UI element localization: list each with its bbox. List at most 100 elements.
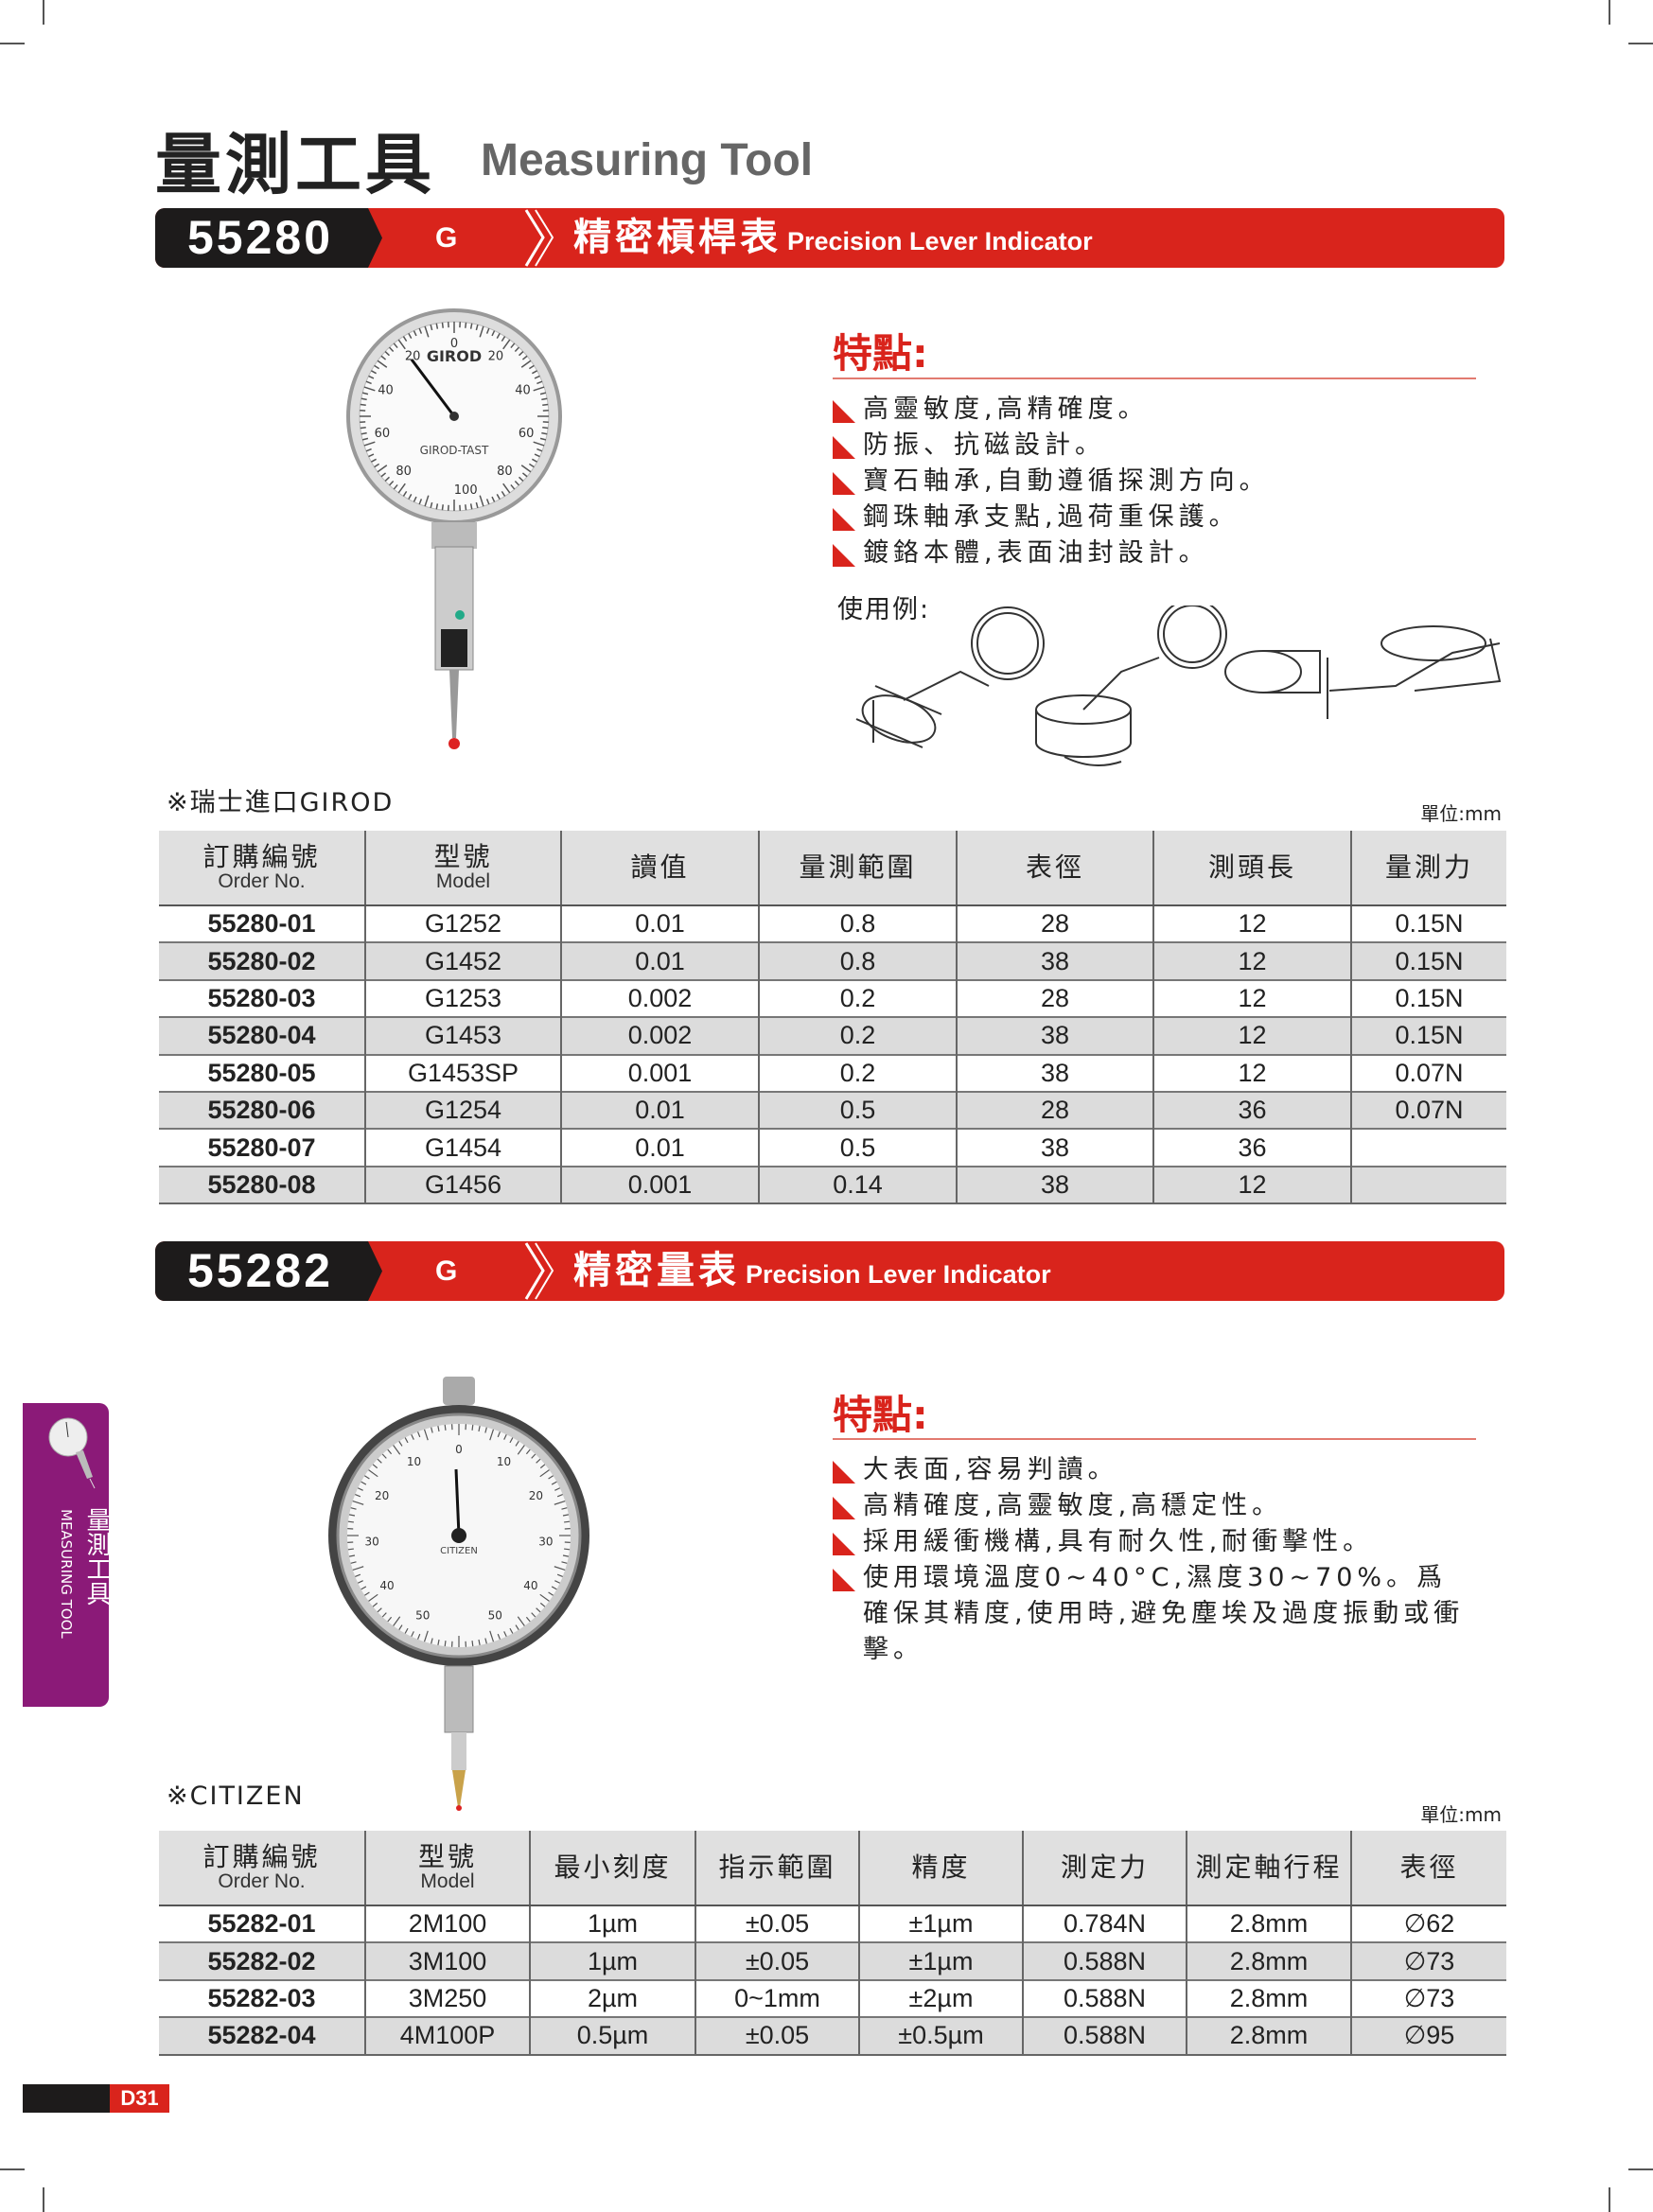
dial-tick: [551, 1586, 557, 1590]
dial-tick: [521, 472, 528, 478]
table-cell: G1452: [364, 941, 561, 980]
table-cell: 0.07N: [1350, 1053, 1506, 1092]
page-title-en: Measuring Tool: [481, 135, 814, 185]
column-header: 表徑: [1350, 1831, 1506, 1906]
feature-item: 大表面,容易判讀。: [833, 1452, 1476, 1488]
dial-tick: [374, 364, 380, 370]
dial-tick: [556, 1494, 563, 1498]
column-header-en: Model: [435, 869, 491, 892]
dial-tick: [539, 392, 547, 395]
dial-tick: [435, 503, 439, 510]
dial-tick: [408, 494, 413, 500]
dial-tick: [501, 490, 506, 497]
dial-tick: [534, 375, 540, 379]
table-cell: 38: [956, 941, 1153, 980]
dial-tick: [364, 1475, 370, 1480]
dial-tick: [532, 458, 537, 463]
dial-scale-label: 40: [378, 383, 394, 397]
dial-tick: [562, 1514, 570, 1517]
dial-tick: [431, 1638, 433, 1644]
crop-mark: [1609, 0, 1610, 25]
dial-tick: [561, 1507, 568, 1510]
specs-table-55282: 訂購編號 Order No. 型號 Model 最小刻度 指示範圍 精度 測定力 測定軸行程 表徑…: [159, 1831, 1506, 2056]
dial-tick: [423, 1429, 429, 1441]
dial-tick: [384, 476, 390, 483]
section-header-55280: 55280 G 精密槓桿表 Precision Lever Indicator: [155, 208, 1504, 268]
column-header: 型號 Model: [364, 1831, 530, 1906]
feature-item: 鋼珠軸承支點,過荷重保護。: [833, 500, 1270, 535]
column-header: 讀值: [560, 831, 759, 906]
dial-tick: [377, 1607, 382, 1613]
column-header-zh: 讀值: [630, 852, 690, 883]
column-header-zh: 指示範圍: [718, 1852, 836, 1883]
column-header-zh: 型號: [433, 842, 493, 872]
table-cell: 4M100P: [364, 2016, 530, 2056]
dial-tick: [536, 380, 543, 385]
features-title: 特點:: [833, 1392, 928, 1438]
column-header: 訂購編號 Order No.: [159, 1831, 365, 1906]
dial-brand: CITIZEN: [440, 1546, 478, 1556]
table-cell: 0.01: [560, 941, 759, 980]
dial-scale-label: 40: [515, 383, 531, 397]
table-cell: 0.5µm: [529, 2016, 695, 2056]
chevron-icon: [524, 1242, 554, 1300]
dial-scale-label: 30: [538, 1535, 553, 1548]
table-cell: ±0.05: [695, 1904, 859, 1943]
dial-tick: [502, 339, 511, 350]
table-cell: 1µm: [529, 1941, 695, 1980]
dial-tick: [489, 1429, 495, 1441]
table-cell: 55280-04: [159, 1016, 365, 1055]
dial-tick: [503, 1631, 507, 1638]
crop-mark: [43, 2187, 44, 2212]
dial-tick: [497, 1431, 501, 1438]
side-tab-measuring-tool[interactable]: 量測工具 MEASURING TOOL: [23, 1403, 111, 1707]
table-row: 55280-03 G1253 0.002 0.2 28 12 0.15N: [159, 978, 1506, 1018]
dial-scale-label: 0: [450, 337, 458, 351]
dial-tick: [469, 323, 473, 329]
unit-label: 單位:mm: [1420, 1803, 1502, 1826]
dial-tick: [533, 441, 545, 447]
dial-tick: [381, 1453, 387, 1459]
dial-tick: [352, 1500, 364, 1505]
table-cell: 12: [1152, 978, 1351, 1018]
table-cell: ∅73: [1350, 1978, 1506, 2018]
feature-text: 鋼珠軸承支點,過荷重保護。: [863, 502, 1240, 532]
dial-tick: [514, 481, 520, 486]
dial-tick: [413, 330, 417, 337]
dial-tick: [398, 1624, 403, 1630]
table-cell: ∅73: [1350, 1941, 1506, 1980]
table-row: 55280-01 G1252 0.01 0.8 28 12 0.15N: [159, 904, 1506, 943]
dial-tick: [355, 1494, 361, 1498]
dial-tick: [496, 494, 501, 500]
dial-tick: [475, 501, 479, 509]
dial-tick: [441, 322, 444, 328]
feature-item: 防振、抗磁設計。: [833, 428, 1270, 464]
dial-tick: [360, 427, 366, 430]
table-cell: 0.001: [560, 1053, 759, 1092]
table-cell: ∅95: [1350, 2016, 1506, 2056]
table-cell: 12: [1152, 1016, 1351, 1055]
bullet-triangle-icon: [833, 1569, 855, 1591]
bullet-triangle-icon: [833, 544, 855, 567]
table-cell: ±0.05: [695, 2016, 859, 2056]
dial-scale-label: 40: [379, 1579, 394, 1592]
dial-tick: [528, 364, 535, 370]
dial-tick: [374, 463, 380, 468]
dial-tick: [479, 325, 484, 338]
dial-tick: [397, 339, 406, 350]
column-header: 最小刻度: [529, 1831, 695, 1906]
dial-tick: [393, 1616, 401, 1626]
dial-scale-label: 10: [407, 1455, 421, 1468]
dial-tick: [417, 1431, 421, 1438]
dial-scale-label: 50: [488, 1609, 502, 1623]
dial-tick: [360, 397, 367, 401]
dial-tick: [360, 403, 366, 406]
dial-tick: [350, 1561, 357, 1564]
unit-label: 單位:mm: [1420, 802, 1502, 825]
column-header: 測頭長: [1152, 831, 1351, 906]
crop-mark: [43, 0, 44, 25]
dial-tick: [361, 437, 369, 441]
dial-tick: [517, 1616, 525, 1626]
feature-text: 高精確度,高靈敏度,高穩定性。: [863, 1491, 1283, 1520]
table-cell: 0.001: [560, 1165, 759, 1205]
